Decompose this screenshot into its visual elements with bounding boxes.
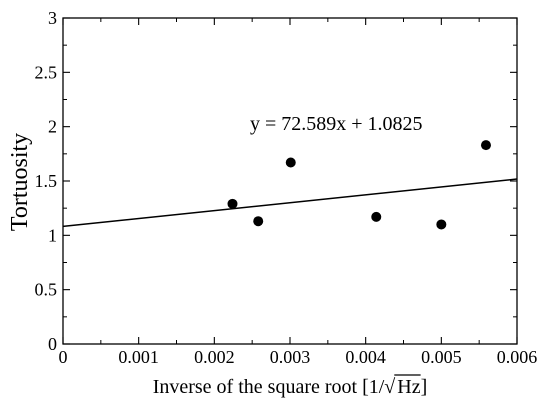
x-axis-title-suffix: ] <box>421 376 428 398</box>
y-tick-label: 0 <box>48 334 57 354</box>
x-tick-labels: 0 0.001 0.002 0.003 0.004 0.005 0.006 <box>59 347 538 367</box>
x-tick-label: 0.004 <box>345 347 386 367</box>
y-tick-label: 1.5 <box>35 171 58 191</box>
x-tick-label: 0.006 <box>497 347 538 367</box>
data-point <box>371 211 382 222</box>
x-tick-label: 0.005 <box>421 347 462 367</box>
data-point <box>253 216 264 227</box>
points-layer <box>227 140 491 230</box>
x-axis-title-radicand: Hz <box>397 376 420 398</box>
y-tick-label: 1 <box>48 225 57 245</box>
x-tick-label: 0.002 <box>194 347 235 367</box>
data-point <box>480 140 491 151</box>
y-tick-labels: 0 0.5 1 1.5 2 2.5 3 <box>35 8 58 354</box>
square-root-sign: √ <box>384 376 395 398</box>
y-axis-title: Tortuosity <box>7 133 33 231</box>
x-tick-label: 0.001 <box>118 347 159 367</box>
x-axis-title: Inverse of the square root [1/ √ Hz ] <box>153 374 428 398</box>
y-tick-label: 2.5 <box>35 62 58 82</box>
y-tick-label: 2 <box>48 117 57 137</box>
y-tick-label: 3 <box>48 8 57 28</box>
x-tick-label: 0 <box>59 347 68 367</box>
plot-frame <box>62 17 518 345</box>
trendline-equation: y = 72.589x + 1.0825 <box>250 113 423 135</box>
ticks-layer <box>62 17 518 345</box>
data-point <box>285 157 296 168</box>
trendline <box>62 178 518 228</box>
x-tick-label: 0.003 <box>270 347 311 367</box>
data-point <box>436 219 447 230</box>
x-axis-title-prefix: Inverse of the square root [1/ <box>153 376 385 398</box>
data-point <box>227 198 238 209</box>
y-tick-label: 0.5 <box>35 280 58 300</box>
